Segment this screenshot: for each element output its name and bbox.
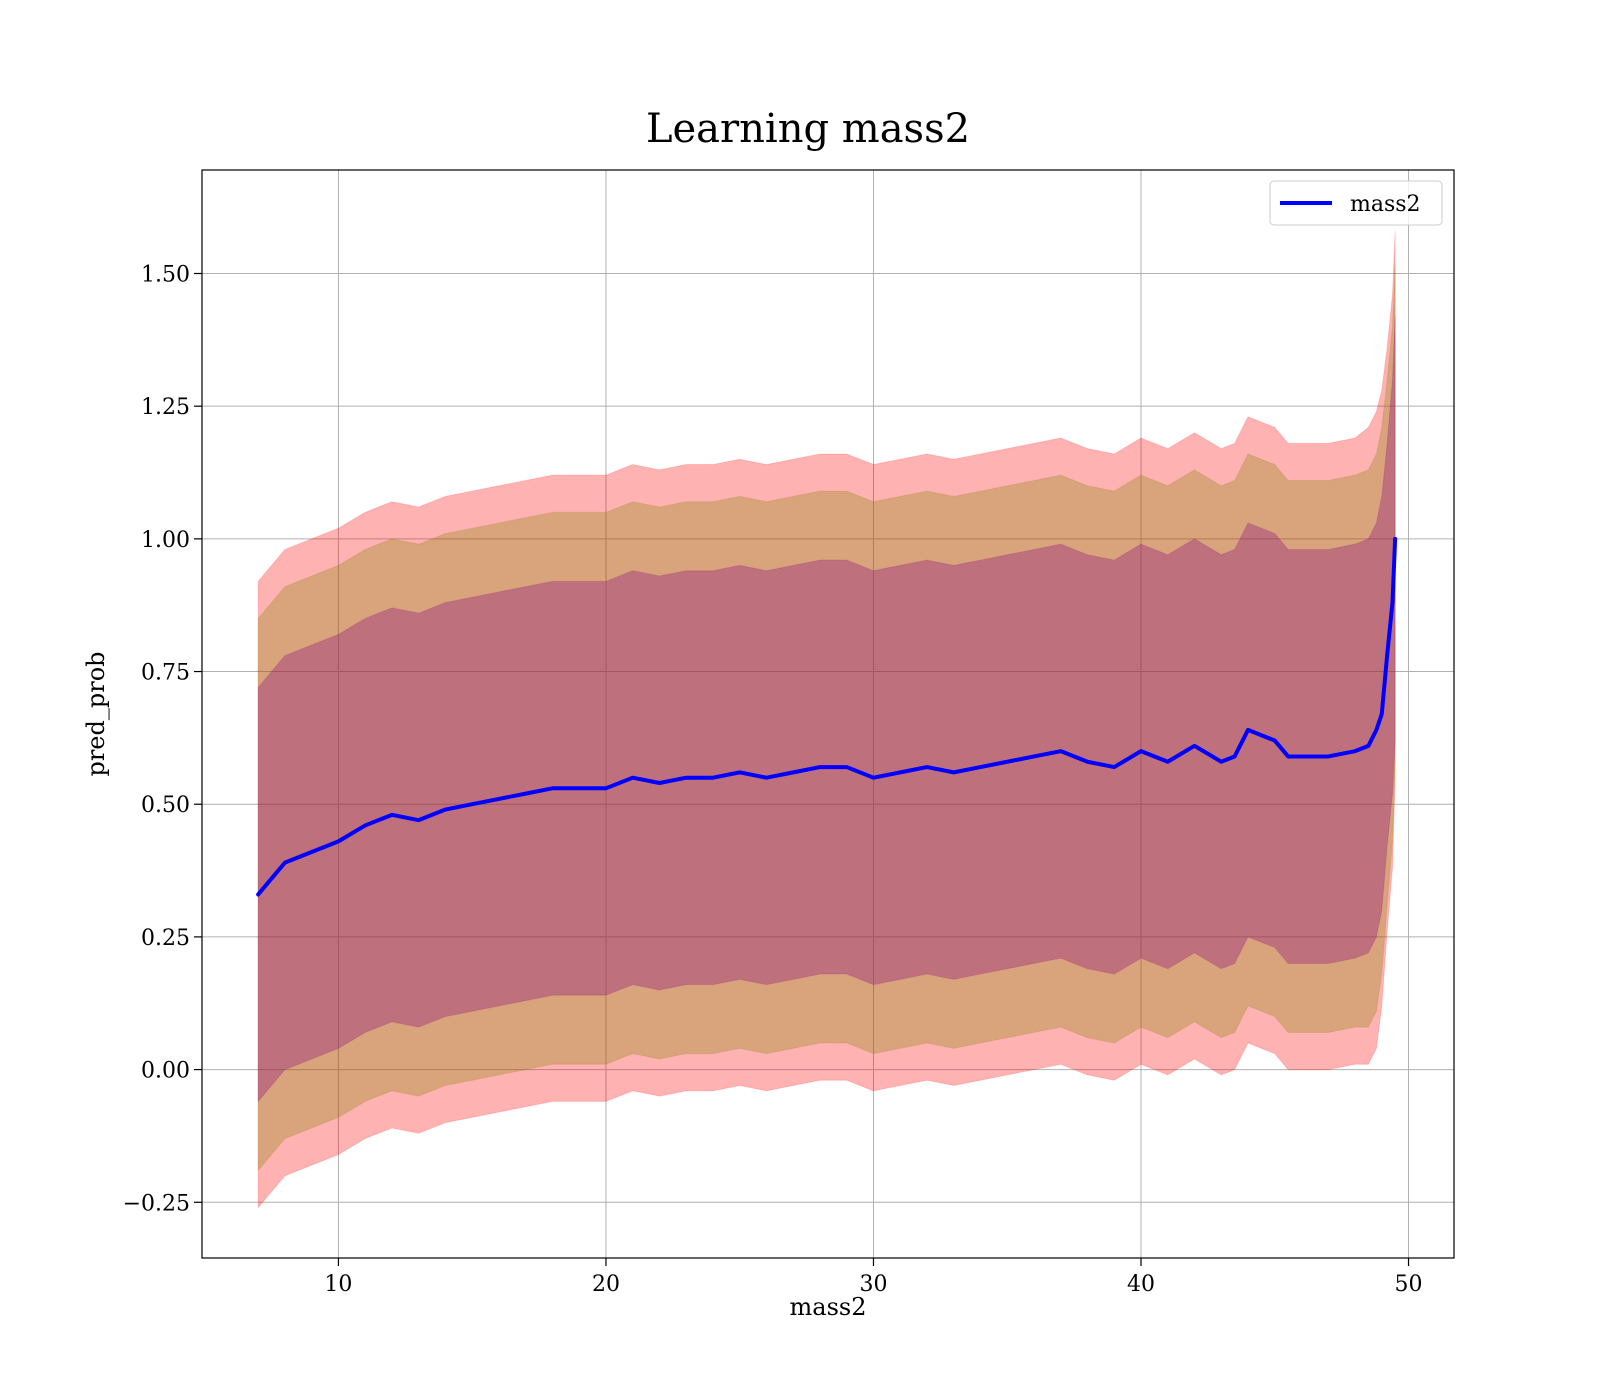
- y-tick-label: 0.75: [141, 661, 190, 686]
- grid: [202, 170, 1454, 1258]
- plot-area: [202, 170, 1454, 1258]
- series-line-mass2: [256, 536, 1398, 897]
- y-tick-label: 0.25: [141, 926, 190, 951]
- confidence-bands: [257, 231, 1396, 1209]
- y-tick-label: 1.00: [141, 528, 190, 553]
- y-tick-label: 0.50: [141, 793, 190, 818]
- x-tick-label: 10: [324, 1272, 352, 1297]
- plot-frame: [201, 169, 1455, 1259]
- x-tick-label: 30: [859, 1272, 887, 1297]
- legend: mass2: [1269, 180, 1443, 226]
- y-tick-label: 1.50: [141, 262, 190, 287]
- confidence-band-3: [257, 315, 1396, 1103]
- legend-box: [1269, 180, 1443, 226]
- legend-label: mass2: [1350, 192, 1421, 217]
- y-axis-title: pred_prob: [82, 651, 110, 776]
- x-tick-label: 50: [1395, 1272, 1423, 1297]
- series-lines: [256, 536, 1398, 897]
- confidence-band-2: [257, 262, 1396, 1172]
- y-tick-label: −0.25: [123, 1191, 190, 1216]
- chart-title: Learning mass2: [646, 106, 970, 152]
- x-tick-label: 20: [592, 1272, 620, 1297]
- y-tick-label: 1.25: [141, 395, 190, 420]
- x-axis-title: mass2: [790, 1293, 867, 1321]
- y-axis-ticks: −0.25 0.00 0.25 0.50 0.75 1.00 1.25 1.50: [123, 262, 202, 1216]
- confidence-band-1: [257, 231, 1396, 1209]
- x-tick-label: 40: [1127, 1272, 1155, 1297]
- y-tick-label: 0.00: [141, 1059, 190, 1084]
- x-axis-ticks: 10 20 30 40 50: [324, 1258, 1423, 1297]
